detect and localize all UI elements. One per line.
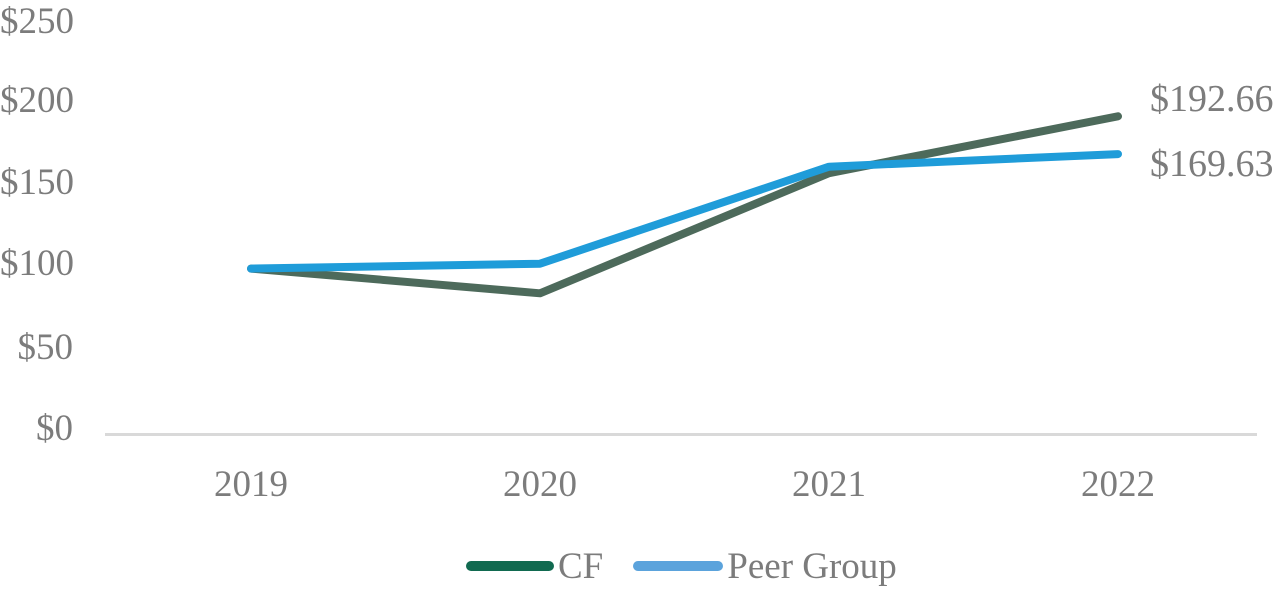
- x-axis-line: [105, 433, 1257, 436]
- y-axis-tick-label: $50: [17, 327, 74, 368]
- y-axis-tick-label: $250: [0, 1, 74, 42]
- y-axis-tick-label: $150: [0, 162, 74, 203]
- peer-group-end-value-label: $169.63: [1150, 143, 1274, 185]
- chart-legend: CF Peer Group: [466, 546, 897, 586]
- x-axis-tick-label: 2019: [214, 464, 288, 505]
- y-axis-tick-label: $200: [0, 80, 74, 121]
- x-axis-tick-label: 2021: [792, 464, 866, 505]
- cf-legend-swatch-icon: [466, 561, 554, 571]
- cf-series-line: [247, 112, 1122, 298]
- x-axis-tick-label: 2020: [503, 464, 577, 505]
- y-axis-tick-label: $100: [0, 243, 74, 284]
- x-axis-tick-label: 2022: [1081, 464, 1155, 505]
- peer-group-series-line: [247, 150, 1122, 273]
- cf-legend-label: CF: [558, 545, 604, 587]
- peer-group-legend-label: Peer Group: [727, 545, 897, 587]
- y-axis-tick-label: $0: [36, 408, 73, 449]
- peer-group-legend-swatch-icon: [633, 561, 724, 571]
- cf-end-value-label: $192.66: [1150, 78, 1274, 120]
